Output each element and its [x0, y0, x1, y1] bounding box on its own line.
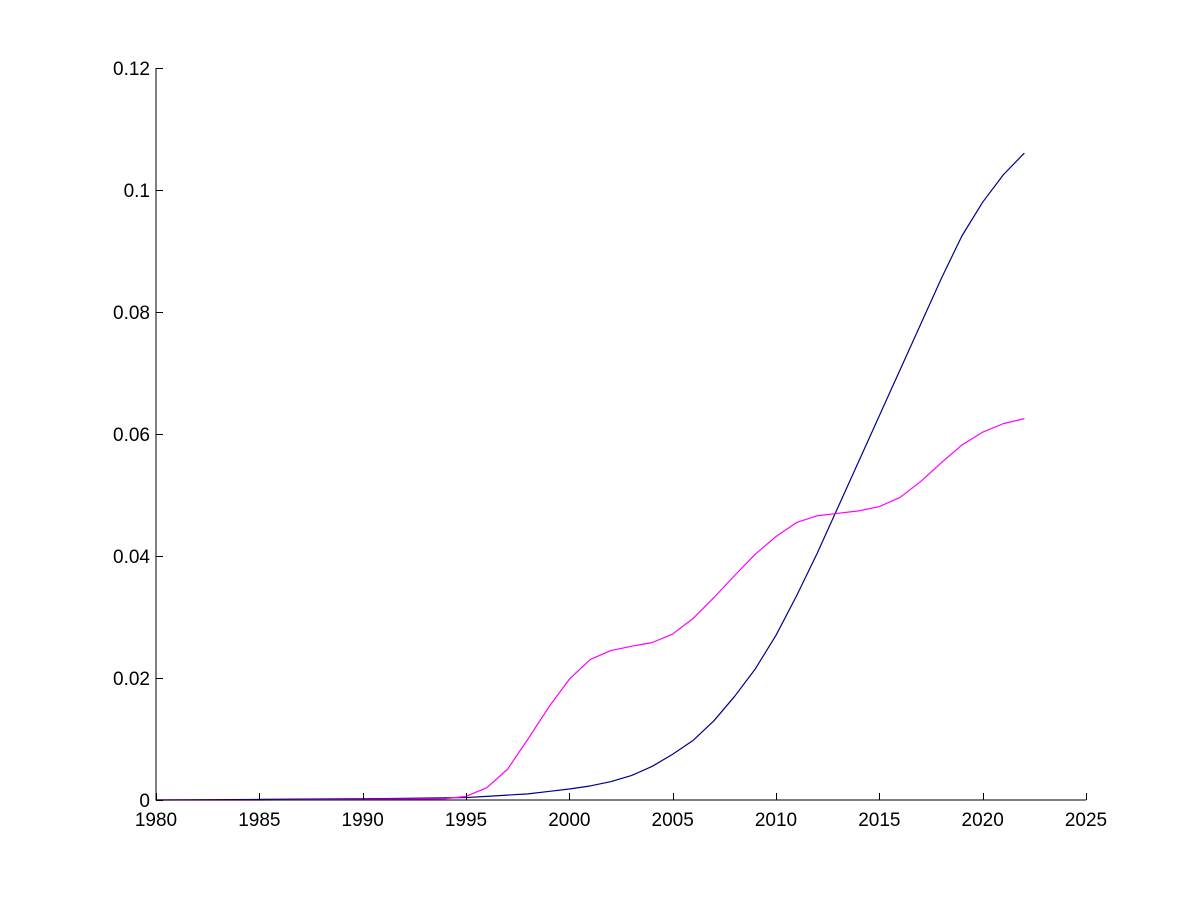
x-tick-label: 1985: [238, 810, 280, 831]
series-line-1: [155, 152, 1025, 801]
y-tick-label: 0.1: [124, 181, 150, 202]
x-tick-label: 2020: [962, 810, 1004, 831]
y-tick-label: 0.04: [113, 547, 150, 568]
plot-area: [155, 152, 1025, 801]
y-tick-label: 0.06: [113, 425, 150, 446]
x-tick-label: 1995: [445, 810, 487, 831]
x-tick-label: 1980: [135, 810, 177, 831]
y-tick-label: 0.12: [113, 59, 150, 80]
x-tick-label: 2025: [1065, 810, 1107, 831]
x-tick-label: 2010: [755, 810, 797, 831]
series-line-2: [155, 418, 1025, 801]
y-tick-label: 0.02: [113, 669, 150, 690]
y-tick-label: 0: [139, 791, 150, 812]
y-tick-label: 0.08: [113, 303, 150, 324]
x-tick-label: 2005: [652, 810, 694, 831]
x-tick-label: 2000: [548, 810, 590, 831]
x-tick-label: 1990: [342, 810, 384, 831]
axes: 1980 1985 1990 1995 2000 2005 2010 2015 2020 2025…: [113, 59, 1107, 831]
x-tick-label: 2015: [858, 810, 900, 831]
